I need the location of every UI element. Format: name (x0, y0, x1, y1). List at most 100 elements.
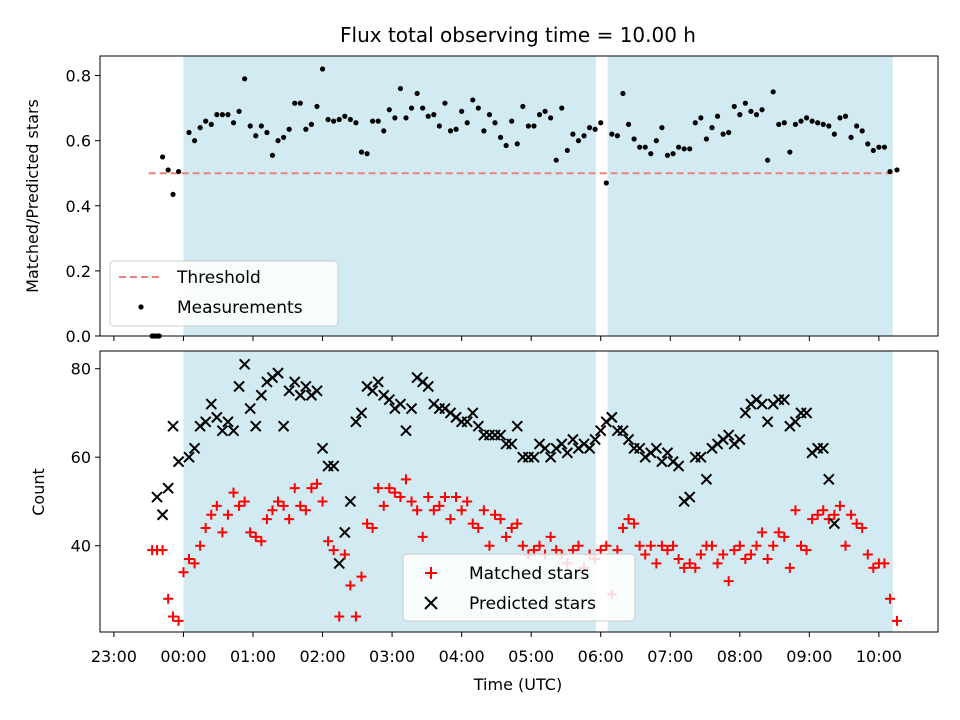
measurement-point (303, 126, 309, 132)
measurement-point (503, 142, 509, 149)
predicted-star-point (700, 473, 713, 486)
measurement-point (865, 141, 871, 147)
measurement-point (308, 121, 315, 127)
predicted-star-point (817, 442, 829, 455)
matched-star-point (784, 562, 795, 573)
measurement-point (258, 123, 264, 129)
predicted-star-point (311, 385, 323, 397)
matched-star-point (734, 540, 745, 551)
matched-star-point (617, 523, 628, 534)
matched-star-point (234, 500, 245, 511)
matched-star-point (567, 545, 578, 556)
measurement-point (831, 131, 837, 137)
y-tick-label: 0.6 (66, 132, 91, 151)
predicted-star-point (672, 460, 685, 472)
matched-star-point (651, 558, 662, 569)
matched-star-point (484, 540, 495, 551)
predicted-star-point (606, 411, 618, 424)
matched-star-point (467, 518, 478, 529)
measurement-point (492, 120, 498, 126)
legend-predicted-marker (424, 596, 438, 610)
measurement-point (214, 112, 220, 118)
measurement-point (894, 167, 900, 173)
x-tick-label: 06:00 (578, 647, 624, 666)
measurement-point (175, 168, 182, 175)
matched-star-point (712, 558, 723, 569)
x-tick-label: 09:00 (786, 647, 832, 666)
matched-star-point (807, 514, 818, 525)
predicted-star-point (622, 433, 635, 446)
predicted-star-point (405, 402, 418, 415)
measurement-point (770, 89, 776, 95)
measurement-point (236, 108, 242, 114)
measurement-point (720, 131, 726, 137)
measurement-point (459, 108, 465, 114)
matched-star-point (189, 558, 200, 569)
predicted-star-point (789, 416, 802, 428)
measurement-point (347, 116, 353, 123)
matched-star-point (412, 505, 423, 516)
measurement-point (470, 97, 476, 103)
measurement-point (464, 120, 470, 126)
predicted-star-point (372, 376, 384, 388)
ratio-panel: 0.00.20.40.60.8 Matched/Predicted stars … (23, 55, 939, 346)
count-legend: Matched stars Predicted stars (402, 553, 636, 622)
predicted-star-point (238, 358, 251, 370)
measurement-point (648, 151, 654, 157)
measurement-point (726, 129, 732, 136)
legend-measurements-marker (138, 304, 144, 310)
measurement-point (687, 146, 693, 152)
measurement-point (653, 138, 659, 144)
matched-star-point (423, 492, 434, 503)
measurement-point (586, 125, 593, 131)
x-tick-label: 00:00 (160, 647, 206, 666)
measurement-point (225, 112, 231, 118)
measurement-point (776, 121, 782, 127)
matched-star-point (779, 531, 790, 542)
matched-star-point (868, 562, 879, 573)
y-tick-label: 40 (71, 537, 91, 556)
measurement-point (370, 118, 376, 124)
predicted-star-point (156, 509, 169, 521)
measurement-point (642, 144, 648, 150)
predicted-star-point (400, 424, 412, 437)
matched-star-point (857, 523, 868, 534)
measurement-point (531, 123, 537, 129)
measurement-point (375, 118, 381, 124)
x-axis-label: Time (UTC) (473, 675, 562, 694)
matched-star-point (395, 492, 406, 503)
matched-star-point (718, 549, 729, 560)
matched-star-point (406, 496, 417, 507)
measurement-point (787, 149, 793, 155)
measurement-point (431, 112, 437, 118)
measurement-point (698, 115, 704, 121)
predicted-star-point (355, 407, 368, 419)
measurement-point (548, 115, 554, 121)
y-tick-label: 80 (71, 360, 91, 379)
predicted-star-point (561, 447, 574, 459)
matched-star-point (389, 487, 400, 498)
matched-star-point (656, 540, 667, 551)
matched-star-point (790, 505, 801, 516)
predicted-star-point (333, 557, 345, 570)
matched-star-point (885, 593, 896, 604)
predicted-star-point (327, 460, 340, 472)
chart-title: Flux total observing time = 10.00 h (340, 23, 696, 47)
matched-star-point (362, 518, 373, 529)
measurement-point (397, 85, 404, 92)
measurement-point (815, 120, 821, 126)
measurement-point (826, 123, 832, 129)
legend-matched-marker (425, 567, 437, 579)
measurement-point (692, 120, 698, 126)
matched-star-point (350, 611, 361, 622)
x-tick-label: 03:00 (369, 647, 415, 666)
predicted-star-point (695, 451, 707, 463)
predicted-star-point (494, 429, 507, 441)
measurement-point (481, 128, 487, 134)
matched-star-point (829, 509, 840, 520)
matched-star-point (501, 531, 512, 542)
matched-star-point (356, 571, 367, 582)
measurement-point (887, 168, 893, 175)
matched-star-point (451, 492, 462, 503)
